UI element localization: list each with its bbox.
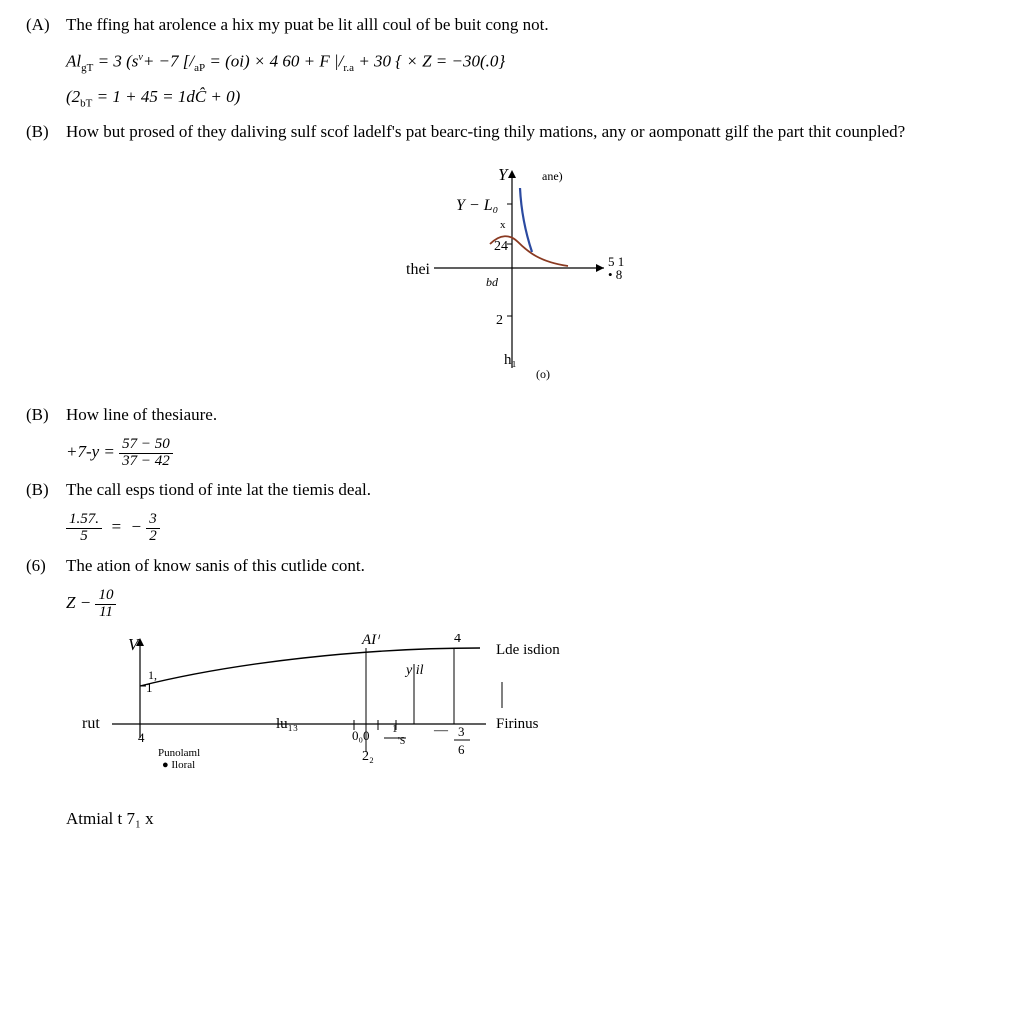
part-A-text: The ffing hat arolence a hix my puat be …	[66, 14, 998, 37]
eq-B3-right-num: 3	[146, 512, 160, 528]
svg-text:Y − L₀: Y − L₀	[456, 197, 498, 214]
part-A: (A) The ffing hat arolence a hix my puat…	[26, 14, 998, 37]
svg-text:h₁: h₁	[504, 352, 517, 368]
svg-text:0₀0: 0₀0	[352, 728, 370, 743]
eq-6-prefix: Z −	[66, 593, 91, 612]
eq-B2-num: 57 − 50	[119, 437, 173, 453]
svg-text:• 8: • 8	[608, 267, 622, 282]
svg-text:Lde isdion: Lde isdion	[496, 642, 560, 658]
svg-text:thei: thei	[406, 261, 431, 278]
part-B2-label: (B)	[26, 404, 66, 427]
eq-6-frac: 10 11	[95, 588, 116, 621]
svg-text:2₂: 2₂	[362, 749, 374, 764]
svg-text:AIⁱ: AIⁱ	[361, 634, 381, 648]
part-B3-text: The call esps tiond of inte lat the tiem…	[66, 479, 998, 502]
svg-text:Firinus: Firinus	[496, 716, 539, 732]
part-A-label: (A)	[26, 14, 66, 37]
eq-B2: +7-y = 57 − 50 37 − 42	[66, 437, 998, 470]
part-6-text: The ation of know sanis of this cutlide …	[66, 555, 998, 578]
svg-text:(o): (o)	[536, 367, 550, 381]
figure-1: Yane)Y − L₀x24theibd5 1• 82h₁(o)	[26, 158, 998, 390]
part-6-label: (6)	[26, 555, 66, 578]
figure-2: 36VAIⁱ4Lde isdiony il11,rut4lu₁₃FirinusP…	[66, 634, 998, 794]
svg-text:x: x	[500, 219, 506, 231]
part-6: (6) The ation of know sanis of this cutl…	[26, 555, 998, 578]
part-B1-label: (B)	[26, 121, 66, 144]
figure-1-svg: Yane)Y − L₀x24theibd5 1• 82h₁(o)	[382, 158, 642, 390]
eq-B3-left-num: 1.57.	[66, 512, 102, 528]
eq-A2: (2bT = 1 + 45 = 1dĈ + 0)	[66, 86, 998, 111]
svg-text:—: —	[433, 723, 449, 738]
eq-B3-equals: = −	[106, 518, 142, 537]
part-B1-text: How but prosed of they daliving sulf sco…	[66, 121, 998, 144]
eq-A1: AlgT = 3 (sv+ −7 [/aP = (oi) × 4 60 + F …	[66, 47, 998, 76]
svg-text:● Iloral: ● Iloral	[162, 759, 195, 771]
svg-text:1: 1	[146, 680, 153, 695]
eq-B2-frac: 57 − 50 37 − 42	[119, 437, 173, 470]
eq-B3-left-den: 5	[66, 528, 102, 545]
svg-text:y il: y il	[404, 663, 424, 678]
svg-text:6: 6	[458, 742, 465, 757]
svg-text:bd: bd	[486, 275, 499, 289]
svg-text:4: 4	[138, 730, 145, 745]
footer-text: Atmial t 7₁ x	[66, 808, 998, 831]
svg-text:Y: Y	[498, 165, 509, 184]
svg-text:ane): ane)	[542, 169, 563, 183]
svg-text:2: 2	[496, 313, 503, 328]
eq-6: Z − 10 11	[66, 588, 998, 621]
figure-2-svg: 36VAIⁱ4Lde isdiony il11,rut4lu₁₃FirinusP…	[66, 634, 626, 794]
eq-6-den: 11	[95, 604, 116, 621]
part-B2-text: How line of thesiaure.	[66, 404, 998, 427]
svg-text:24: 24	[494, 239, 508, 254]
eq-B3-right-den: 2	[146, 528, 160, 545]
svg-text:4: 4	[454, 634, 461, 646]
eq-B2-prefix: +7-y =	[66, 442, 115, 461]
part-B3: (B) The call esps tiond of inte lat the …	[26, 479, 998, 502]
svg-text:1,: 1,	[148, 668, 157, 682]
svg-text:lu₁₃: lu₁₃	[276, 716, 298, 732]
eq-B2-den: 37 − 42	[119, 453, 173, 470]
svg-text:Punolaml: Punolaml	[158, 747, 200, 759]
eq-6-num: 10	[95, 588, 116, 604]
part-B3-label: (B)	[26, 479, 66, 502]
part-B1: (B) How but prosed of they daliving sulf…	[26, 121, 998, 144]
svg-text:1: 1	[392, 723, 398, 735]
svg-text:'S: 'S	[398, 736, 405, 747]
eq-B3-right: 3 2	[146, 512, 160, 545]
svg-text:rut: rut	[82, 715, 100, 732]
svg-text:3: 3	[458, 724, 465, 739]
part-B2: (B) How line of thesiaure.	[26, 404, 998, 427]
eq-B3-left: 1.57. 5	[66, 512, 102, 545]
eq-B3: 1.57. 5 = − 3 2	[66, 512, 998, 545]
